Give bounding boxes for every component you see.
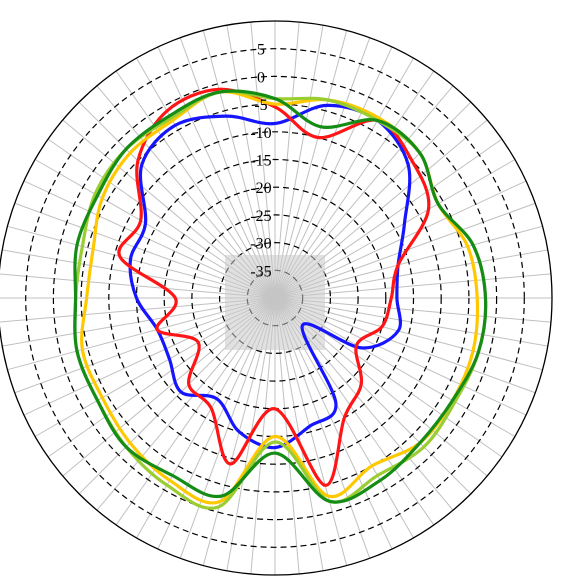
ring-line — [25, 48, 525, 548]
spoke-line — [274, 25, 324, 299]
tick-label: -25 — [250, 208, 271, 225]
tick-label: 5 — [257, 42, 265, 59]
tick-label: 0 — [257, 69, 265, 86]
tick-label: -5 — [254, 97, 267, 114]
tick-label: -10 — [250, 125, 271, 142]
series-line-1 — [128, 103, 412, 450]
tick-label: -30 — [250, 236, 271, 253]
ring-line — [219, 242, 332, 355]
series-layer — [73, 87, 488, 510]
center-dense-spokes — [225, 255, 325, 350]
spoke-line — [226, 25, 276, 299]
ring-line — [52, 75, 498, 521]
ring-line — [108, 131, 442, 465]
tick-label: -20 — [250, 180, 271, 197]
series-line-5 — [73, 89, 488, 504]
series-line-2 — [117, 87, 431, 487]
radial-tick-labels: 5 0 -5 -10 -15 -20 -25 -30 -35 — [250, 42, 271, 281]
spoke-line — [274, 30, 348, 299]
tick-label: -15 — [250, 153, 271, 170]
ring-line — [191, 214, 359, 382]
tick-label: -35 — [250, 263, 271, 280]
outer-ring — [0, 20, 553, 576]
spoke-line — [202, 30, 276, 299]
